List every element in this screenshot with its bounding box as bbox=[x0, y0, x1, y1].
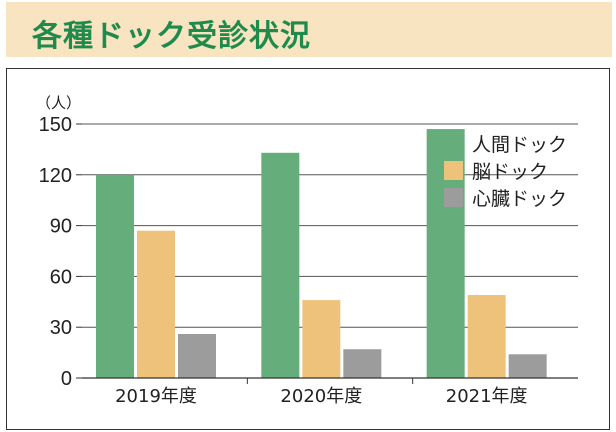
legend-swatch-脳ドック bbox=[444, 161, 463, 180]
legend-swatch-心臓ドック bbox=[444, 188, 463, 207]
bar-脳ドック-2019年度 bbox=[137, 230, 175, 378]
page-title: 各種ドック受診状況 bbox=[32, 19, 311, 54]
bar-心臓ドック-2019年度 bbox=[178, 333, 216, 378]
y-tick-label: 30 bbox=[50, 317, 72, 339]
legend-swatch-人間ドック bbox=[444, 134, 463, 153]
bar-心臓ドック-2020年度 bbox=[343, 349, 382, 378]
y-tick-label: 0 bbox=[61, 368, 72, 390]
x-tick-label: 2021年度 bbox=[446, 386, 528, 407]
y-tick-label: 120 bbox=[39, 165, 72, 187]
bar-心臓ドック-2021年度 bbox=[508, 354, 547, 378]
y-axis-unit-label: （人） bbox=[36, 94, 81, 112]
bar-人間ドック-2020年度 bbox=[261, 152, 300, 378]
x-tick-label: 2019年度 bbox=[115, 386, 197, 407]
legend-label: 人間ドック bbox=[472, 134, 567, 156]
x-tick-label: 2020年度 bbox=[280, 386, 362, 407]
bar-脳ドック-2021年度 bbox=[467, 295, 506, 378]
header-banner: 各種ドック受診状況 bbox=[6, 2, 612, 57]
y-tick-label: 150 bbox=[39, 114, 72, 136]
y-tick-label: 60 bbox=[50, 266, 72, 288]
bar-人間ドック-2019年度 bbox=[96, 174, 134, 378]
legend-label: 脳ドック bbox=[472, 161, 548, 183]
bar-脳ドック-2020年度 bbox=[302, 300, 341, 378]
legend-label: 心臓ドック bbox=[472, 188, 567, 210]
y-tick-label: 90 bbox=[50, 216, 72, 238]
